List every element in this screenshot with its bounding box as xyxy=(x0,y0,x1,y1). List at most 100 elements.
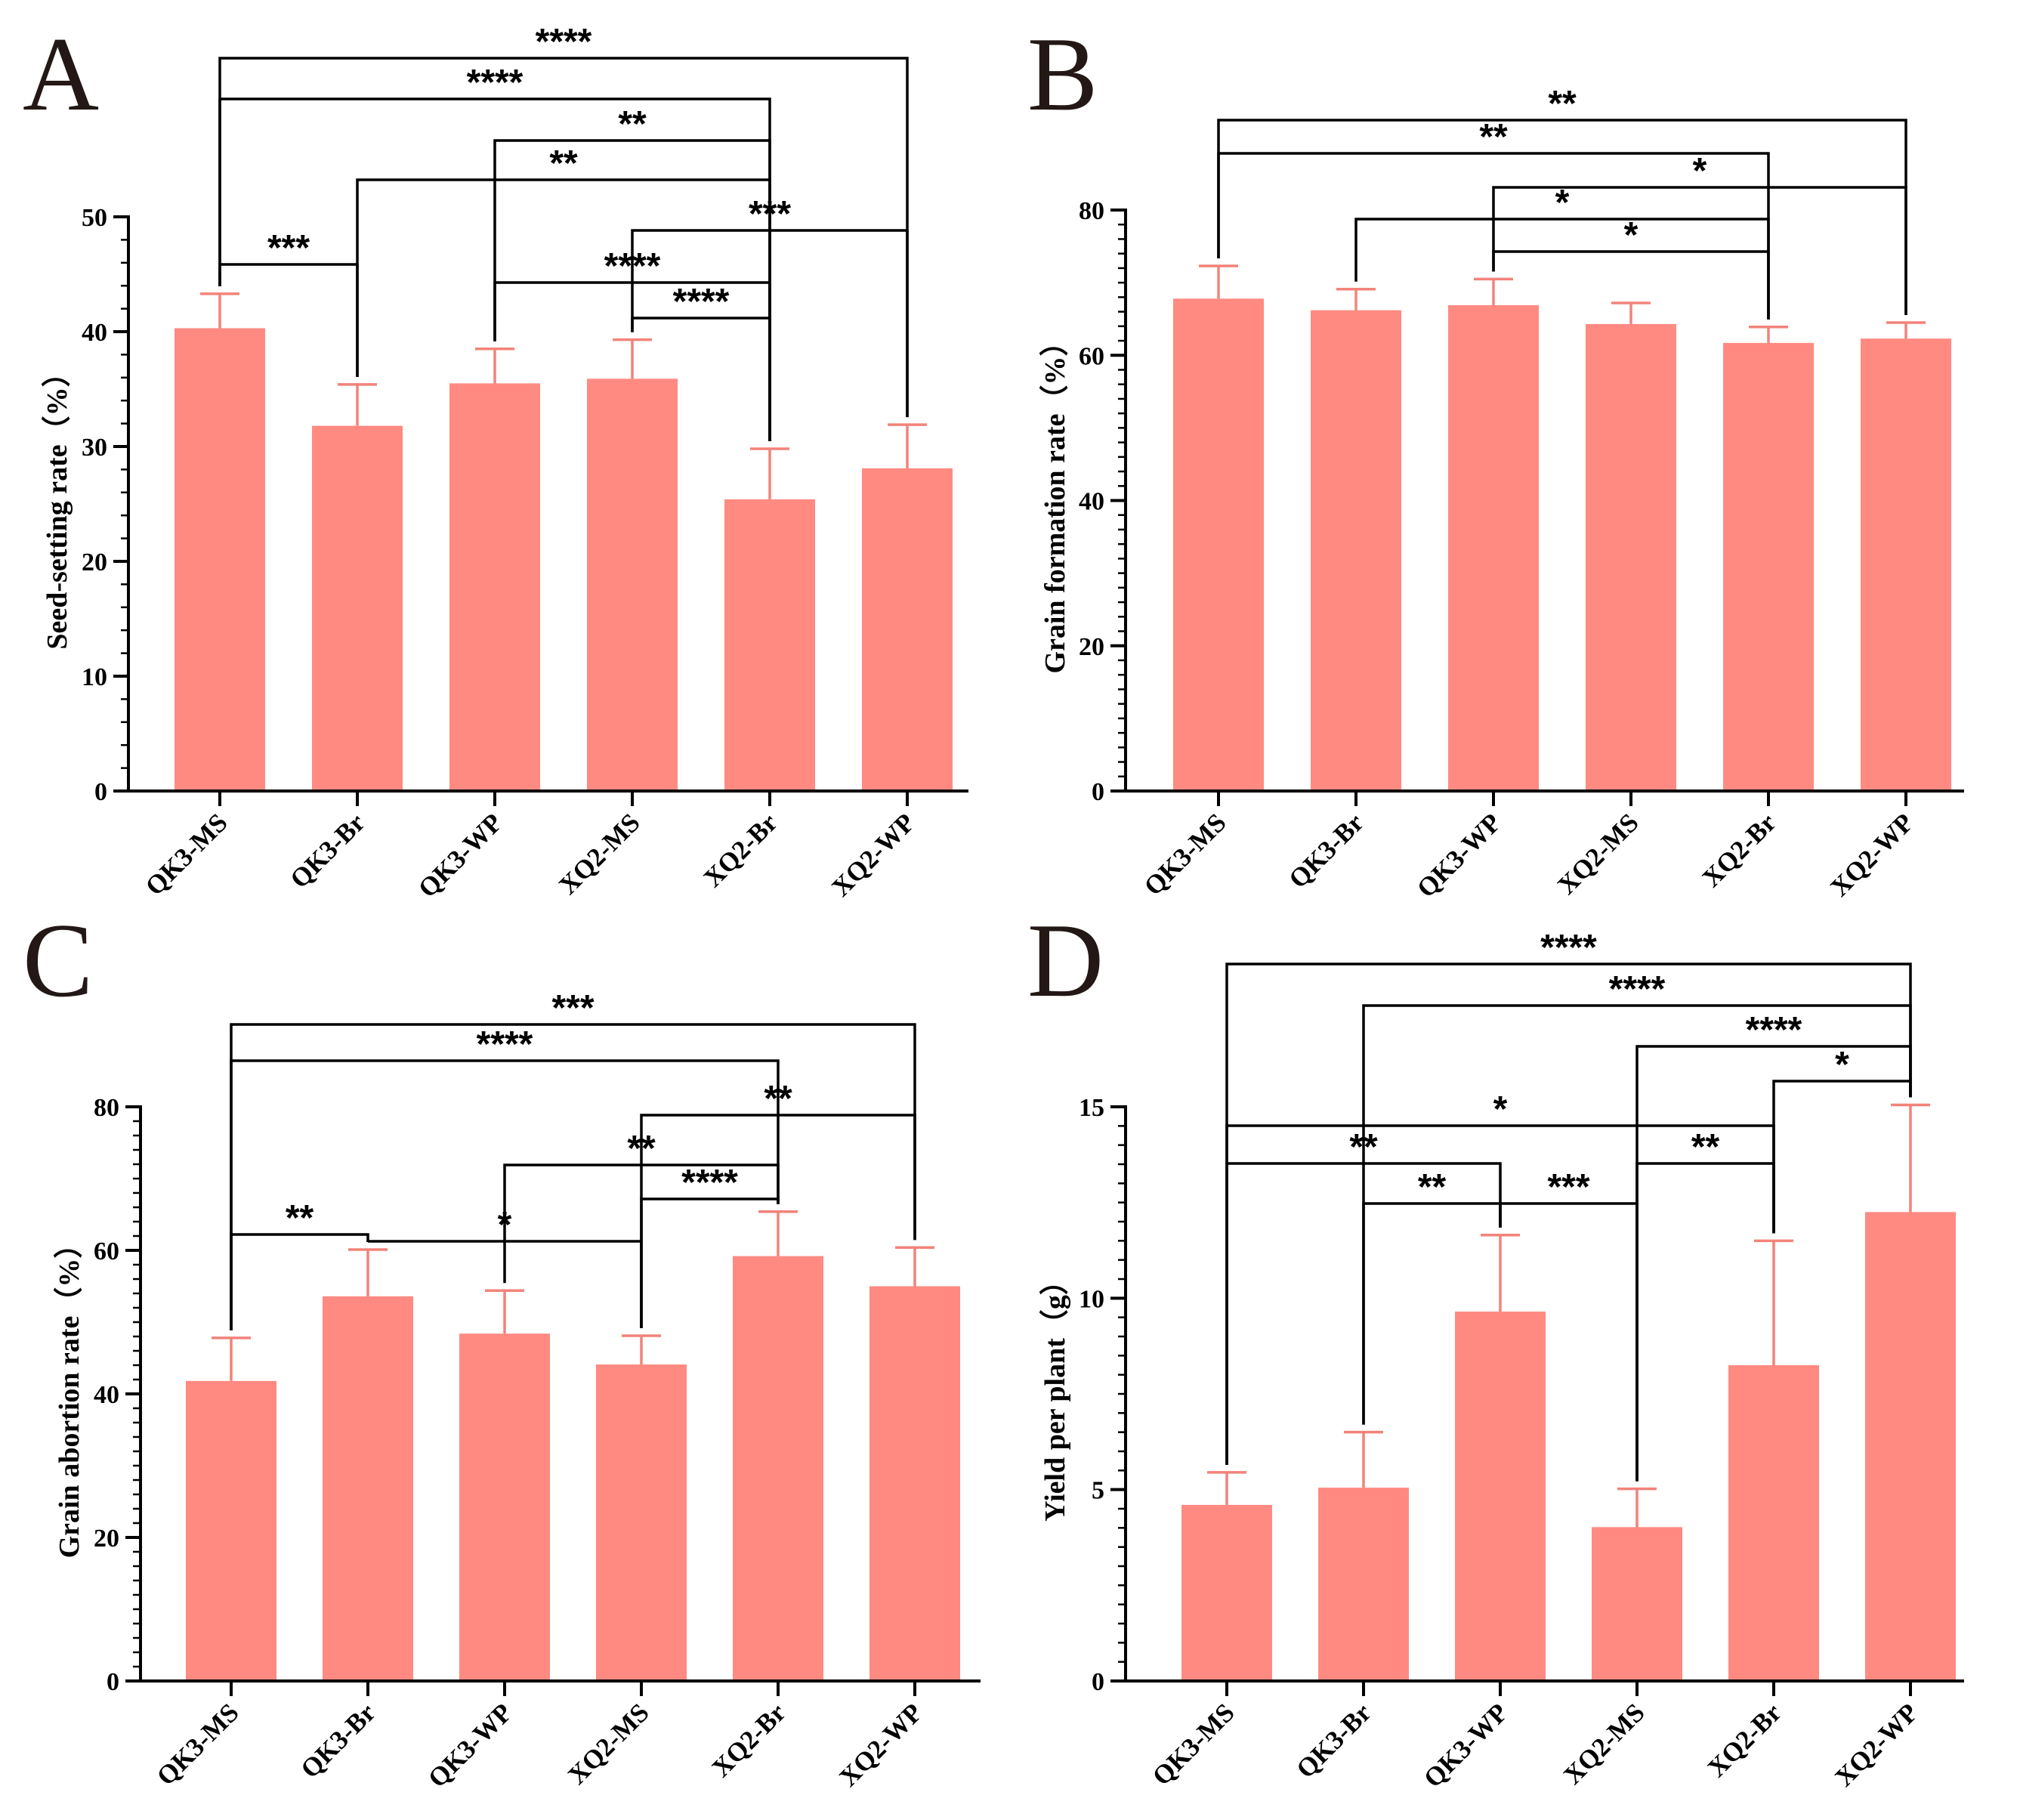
significance-bracket xyxy=(1492,250,1770,320)
significance-label: ** xyxy=(1479,117,1508,157)
y-axis-title: Yield per plant（g） xyxy=(1039,1266,1071,1522)
panel-letter: D xyxy=(1027,902,1104,1019)
significance-label: ** xyxy=(1349,1127,1378,1167)
panel-letter: B xyxy=(1027,16,1098,133)
x-tick-label: QK3-WP xyxy=(412,808,508,904)
bar-QK3-WP xyxy=(1448,304,1539,792)
significance-label: ** xyxy=(627,1129,656,1169)
significance-label: ** xyxy=(1548,84,1577,124)
x-tick-label: XQ2-WP xyxy=(1824,808,1919,902)
significance-label: * xyxy=(1555,183,1570,223)
y-tick-label: 0 xyxy=(107,1668,119,1696)
significance-label: *** xyxy=(749,194,791,234)
bar-QK3-MS xyxy=(1173,298,1264,792)
bar-QK3-WP xyxy=(1455,1312,1546,1681)
y-tick-label: 5 xyxy=(1092,1477,1104,1505)
significance-bracket xyxy=(631,317,771,442)
y-tick-label: 80 xyxy=(1079,197,1104,225)
bar-XQ2-WP xyxy=(869,1286,960,1681)
x-tick-label: QK3-Br xyxy=(284,808,370,894)
bar-XQ2-MS xyxy=(1586,323,1676,791)
bar-QK3-Br xyxy=(1311,310,1401,792)
x-tick-label: XQ2-Br xyxy=(706,1698,792,1783)
y-tick-label: 40 xyxy=(1079,488,1104,516)
y-tick-label: 60 xyxy=(1079,342,1104,370)
significance-label: *** xyxy=(551,988,594,1028)
y-tick-label: 20 xyxy=(82,548,107,576)
significance-label: ** xyxy=(1418,1167,1447,1207)
bar-QK3-MS xyxy=(186,1380,276,1681)
significance-label: **** xyxy=(467,63,524,103)
y-tick-label: 30 xyxy=(82,434,107,462)
significance-label: **** xyxy=(604,246,661,286)
significance-bracket xyxy=(1225,1162,1502,1465)
significance-label: **** xyxy=(1609,969,1666,1009)
significance-label: **** xyxy=(1746,1010,1802,1050)
significance-label: ** xyxy=(764,1079,792,1119)
significance-bracket xyxy=(1772,1080,1912,1234)
significance-label: ** xyxy=(1691,1127,1720,1167)
panel-letter: C xyxy=(23,902,93,1019)
y-tick-label: 0 xyxy=(94,778,107,806)
bar-QK3-MS xyxy=(175,328,265,791)
bar-XQ2-Br xyxy=(1728,1365,1819,1681)
y-tick-label: 0 xyxy=(1092,1668,1104,1696)
bar-XQ2-WP xyxy=(1861,338,1951,791)
x-tick-label: XQ2-MS xyxy=(553,808,645,900)
bar-QK3-Br xyxy=(1318,1488,1409,1681)
bar-QK3-WP xyxy=(459,1333,550,1681)
panel-B: B 0 20 40 60 80 QK3-MS QK3-Br QK3-WP XQ2-MS XQ2-Br… xyxy=(1027,16,1964,904)
y-tick-label: 40 xyxy=(94,1381,119,1409)
bar-XQ2-WP xyxy=(862,468,953,791)
significance-label: * xyxy=(498,1205,512,1245)
panel-D: D 0 5 10 15 QK3-MS QK3-Br QK3-WP XQ2-MS XQ2-Br XQ2… xyxy=(1027,902,1964,1794)
x-tick-label: XQ2-MS xyxy=(1558,1698,1650,1790)
significance-bracket xyxy=(1492,186,1907,315)
x-tick-label: QK3-MS xyxy=(151,1698,245,1791)
significance-bracket xyxy=(366,1240,643,1329)
x-tick-label: QK3-WP xyxy=(1411,808,1507,904)
significance-bracket xyxy=(1499,1202,1639,1482)
panel-C: C 0 20 40 60 80 QK3-MS QK3-Br QK3-WP XQ2-MS XQ2-Br… xyxy=(23,902,981,1794)
x-tick-label: XQ2-WP xyxy=(1829,1698,1923,1792)
significance-label: **** xyxy=(536,22,592,62)
significance-bracket xyxy=(218,57,909,418)
significance-bracket xyxy=(1354,218,1770,320)
x-tick-label: QK3-Br xyxy=(295,1698,381,1784)
panel-A: A 0 10 20 30 40 50 QK3-MS QK3-Br QK3-WP XQ2-MS XQ2-… xyxy=(23,16,968,904)
significance-label: **** xyxy=(477,1024,533,1064)
bar-QK3-WP xyxy=(449,383,540,791)
significance-label: *** xyxy=(267,228,310,268)
significance-label: * xyxy=(1693,151,1707,191)
y-tick-label: 60 xyxy=(94,1238,119,1265)
x-tick-label: XQ2-Br xyxy=(698,808,783,893)
significance-label: *** xyxy=(1547,1167,1589,1207)
x-tick-label: XQ2-MS xyxy=(1552,808,1644,900)
significance-label: * xyxy=(1835,1045,1849,1085)
y-tick-label: 20 xyxy=(1079,633,1104,661)
panel-letter: A xyxy=(23,16,99,133)
significance-bracket xyxy=(503,1163,780,1284)
significance-label: * xyxy=(1624,215,1639,255)
y-tick-label: 20 xyxy=(94,1525,119,1553)
bar-XQ2-MS xyxy=(587,379,678,791)
x-tick-label: QK3-WP xyxy=(1418,1698,1514,1794)
bar-XQ2-Br xyxy=(1723,342,1814,791)
y-tick-label: 10 xyxy=(1079,1285,1104,1313)
x-tick-label: QK3-MS xyxy=(1147,1698,1240,1791)
x-tick-label: QK3-Br xyxy=(1283,808,1369,894)
significance-label: **** xyxy=(1540,928,1597,968)
y-tick-label: 40 xyxy=(82,319,107,347)
x-tick-label: QK3-MS xyxy=(140,808,233,901)
significance-label: **** xyxy=(681,1163,738,1203)
x-tick-label: XQ2-MS xyxy=(562,1698,654,1790)
y-axis-title: Seed-setting rate（%） xyxy=(42,358,73,649)
significance-label: ** xyxy=(618,104,647,144)
x-tick-label: QK3-WP xyxy=(422,1698,518,1794)
significance-label: **** xyxy=(673,282,730,322)
significance-bracket xyxy=(230,1233,369,1330)
bar-XQ2-Br xyxy=(724,499,815,791)
x-tick-label: XQ2-WP xyxy=(833,1698,928,1792)
bar-QK3-Br xyxy=(312,425,403,791)
